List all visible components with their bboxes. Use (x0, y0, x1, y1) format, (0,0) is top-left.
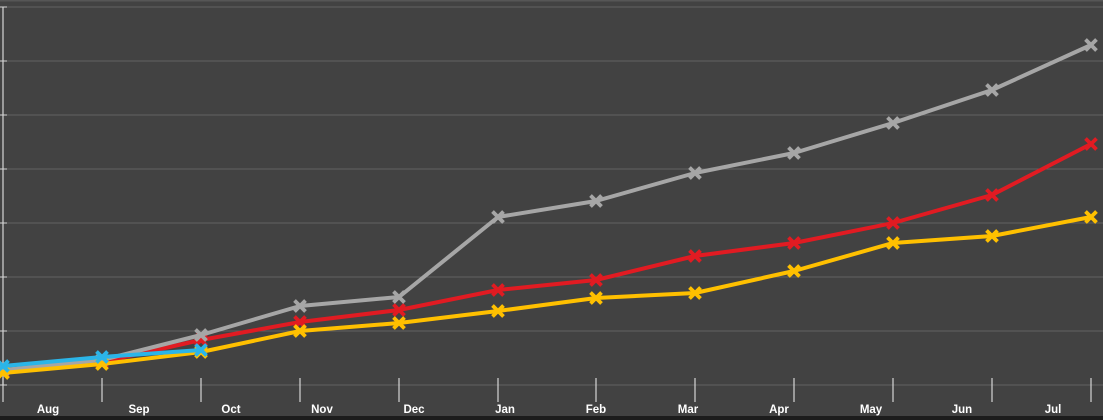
marker-x-gold-feb (589, 291, 603, 305)
marker-x-gray-dec (392, 290, 406, 304)
x-axis-label-jan: Jan (495, 404, 515, 416)
marker-x-gold-dec (392, 316, 406, 330)
marker-x-gold-apr (787, 264, 801, 278)
marker-x-gray-oct (194, 328, 208, 342)
x-axis-label-feb: Feb (586, 404, 606, 416)
marker-x-cyan-sep (95, 350, 109, 364)
x-axis-label-jun: Jun (952, 404, 972, 416)
x-axis-label-dec: Dec (403, 404, 425, 416)
series-line-gray (2, 43, 1092, 372)
marker-x-red-mar (688, 249, 702, 263)
marker-x-gold-nov (293, 324, 307, 338)
marker-x-gray-nov (293, 299, 307, 313)
marker-x-gray-jun (985, 83, 999, 97)
marker-x-gold-mar (688, 286, 702, 300)
bottom-edge-strip (0, 416, 1103, 420)
x-axis-label-apr: Apr (769, 404, 789, 416)
marker-x-gray-apr (787, 146, 801, 160)
marker-x-gold-may (886, 236, 900, 250)
x-axis-label-oct: Oct (221, 404, 240, 416)
marker-x-gold-jan (491, 304, 505, 318)
marker-x-red-jan (491, 283, 505, 297)
marker-x-red-jun (985, 188, 999, 202)
x-axis-label-sep: Sep (128, 404, 149, 416)
marker-x-gray-may (886, 116, 900, 130)
marker-x-gray-mar (688, 166, 702, 180)
x-axis-label-may: May (860, 404, 883, 416)
marker-x-red-feb (589, 273, 603, 287)
marker-x-gray-feb (589, 194, 603, 208)
chart-top-border (0, 0, 1103, 2)
marker-x-red-may (886, 216, 900, 230)
marker-x-cyan-aug (0, 359, 10, 373)
x-axis-label-nov: Nov (311, 404, 333, 416)
marker-x-gold-jun (985, 229, 999, 243)
marker-x-gray-jan (491, 210, 505, 224)
marker-x-cyan-oct (194, 343, 208, 357)
series-line-gold (2, 215, 1092, 375)
marker-x-red-jul (1084, 137, 1098, 151)
marker-x-red-apr (787, 236, 801, 250)
series-line-red (2, 142, 1092, 374)
x-axis-label-mar: Mar (678, 404, 699, 416)
marker-x-gray-jul (1084, 38, 1098, 52)
marker-x-red-dec (392, 303, 406, 317)
x-axis-label-jul: Jul (1045, 404, 1062, 416)
x-axis-label-aug: Aug (37, 404, 59, 416)
marker-x-gold-jul (1084, 210, 1098, 224)
